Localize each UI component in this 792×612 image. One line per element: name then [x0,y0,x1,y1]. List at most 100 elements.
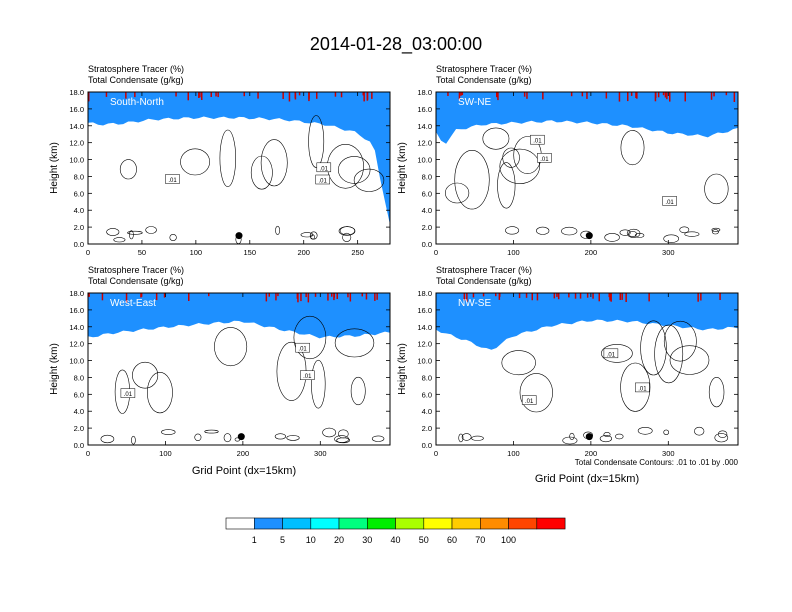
ytick-label: 12.0 [69,139,84,148]
xtick-label: 100 [190,248,203,257]
low-cloud-contour [628,231,637,238]
tracer-streak [618,92,621,102]
tracer-streak [523,92,526,97]
panel-title-tracer: Stratosphere Tracer (%) [88,265,184,275]
ytick-label: 2.0 [422,424,432,433]
condensate-contour [501,350,536,376]
tracer-streak [349,293,352,302]
tracer-streak [105,92,108,97]
plot-frame [87,292,391,446]
colorbar-swatch [282,517,312,530]
low-cloud-contour [561,226,578,236]
tracer-streak [713,92,715,97]
tracer-streak [88,293,90,297]
xtick-label: 300 [314,449,327,458]
condensate-contour [497,162,516,209]
tracer-field: .01 .01 .01 [436,293,738,445]
colorbar-label: 60 [447,535,457,545]
tracer-streak [495,293,497,297]
low-cloud-contour [569,432,575,440]
low-cloud-contour [204,429,219,434]
tracer-streak [296,293,299,299]
colorbar-swatch [310,517,340,530]
low-cloud-contour [714,433,729,443]
low-cloud-contour [471,435,484,441]
condensate-contour [119,159,137,180]
condensate-contour [311,359,326,409]
low-cloud-contour [599,435,613,443]
tracer-streak [460,92,462,96]
tracer-streak [574,293,577,299]
panel-sw-ne: Stratosphere Tracer (%)Total Condensate … [397,64,739,257]
tracer-streak [361,293,363,297]
tracer-streak [88,92,90,102]
low-cloud-contour [634,232,645,238]
colorbar-label: 20 [334,535,344,545]
condensate-contour [708,377,725,408]
tracer-streak [366,92,369,100]
low-cloud-contour [309,231,318,240]
panel-label-west-east: West-East [110,298,156,309]
tracer-streak [374,293,376,301]
xtick-label: 300 [662,248,675,257]
condensate-contour [499,148,540,184]
tracer-streak [568,293,570,298]
low-cloud-contour [129,230,134,240]
tracer-streak [636,92,638,99]
tracer-streak [175,92,177,97]
ytick-label: 6.0 [74,189,84,198]
tracer-band-9 [436,92,738,144]
tracer-streak [531,293,533,301]
tracer-streak [463,293,466,301]
contour-label: .01 [298,347,307,353]
tracer-streak [664,92,667,98]
low-cloud-contour [223,433,232,443]
tracer-streak [208,293,210,297]
ylabel: Height (km) [397,142,408,194]
condensate-contour [180,148,211,176]
xtick-label: 300 [662,449,675,458]
tracer-streak [198,92,200,98]
xtick-label: 200 [585,248,598,257]
low-cloud-contour [131,435,136,445]
panel-west-east: Stratosphere Tracer (%)Total Condensate … [49,265,391,458]
low-cloud-contour [286,435,300,441]
tracer-streak [125,293,128,303]
tracer-streak [447,92,449,96]
tracer-streak [608,293,610,298]
ytick-label: 0.0 [422,240,432,249]
condensate-contour [132,361,159,389]
tracer-streak [101,293,104,301]
ytick-label: 4.0 [74,206,84,215]
ytick-label: 8.0 [74,373,84,382]
contour-label: .01 [665,200,674,206]
contour-note: Total Condensate Contours: .01 to .01 by… [575,458,739,467]
tracer-streak [619,293,621,300]
colorbar: 1 5 10 20 30 40 50 60 70 100 [225,517,566,545]
xtick-label: 50 [138,248,146,257]
tracer-streak [525,293,528,298]
contour-label: .01 [533,139,542,145]
xlabel-west-east: Grid Point (dx=15km) [192,465,296,477]
ytick-label: 6.0 [422,390,432,399]
low-cloud-contour [603,431,611,437]
tracer-streak [275,293,277,301]
panel-nw-se: Stratosphere Tracer (%)Total Condensate … [397,265,739,458]
contour-label-box [537,153,552,163]
tracer-streak [327,293,329,301]
ytick-label: 12.0 [69,340,84,349]
tracer-streak [188,293,190,301]
colorbar-swatch [395,517,425,530]
tracer-field: .01 .01 .01 [88,293,390,445]
ytick-label: 8.0 [74,172,84,181]
tracer-streak [365,293,368,300]
tracer-streak [371,92,373,99]
tracer-field: .01 .01 .01 [88,92,390,244]
tracer-streak [579,293,582,299]
panel-label-nw-se: NW-SE [458,298,491,309]
figure-title: 2014-01-28_03:00:00 [310,34,482,55]
colorbar-swatch [254,517,283,530]
tracer-streak [265,293,268,302]
tracer-streak [605,92,608,99]
tracer-streak [257,92,259,99]
